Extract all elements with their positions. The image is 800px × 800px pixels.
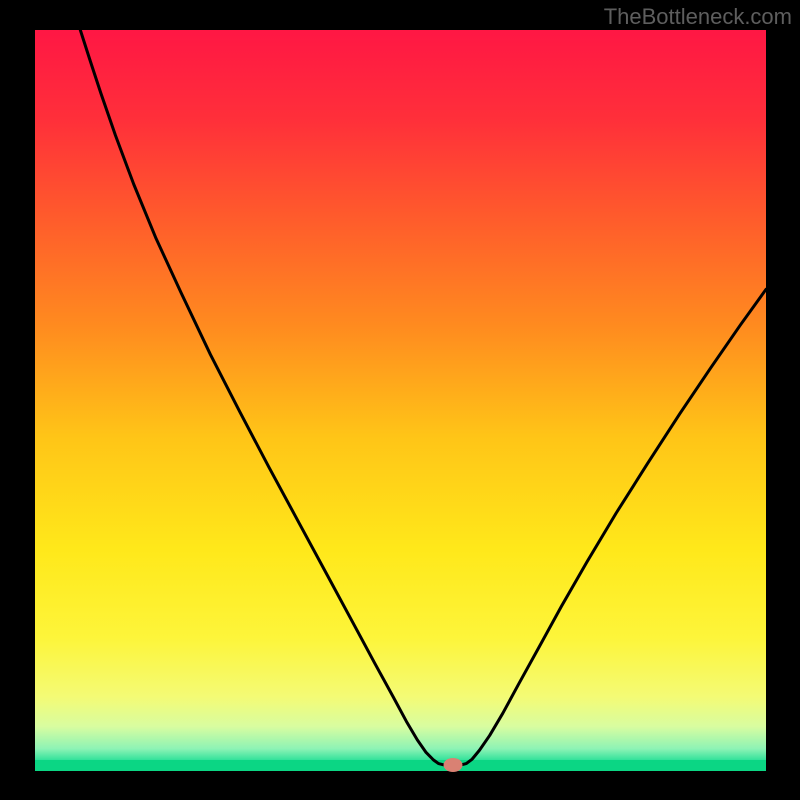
optimal-point-marker — [444, 758, 463, 772]
bottleneck-curve — [35, 30, 766, 771]
chart-container: { "watermark": { "text": "TheBottleneck.… — [0, 0, 800, 800]
plot-area — [35, 30, 766, 771]
curve-path — [80, 30, 766, 765]
watermark-text: TheBottleneck.com — [604, 4, 792, 30]
